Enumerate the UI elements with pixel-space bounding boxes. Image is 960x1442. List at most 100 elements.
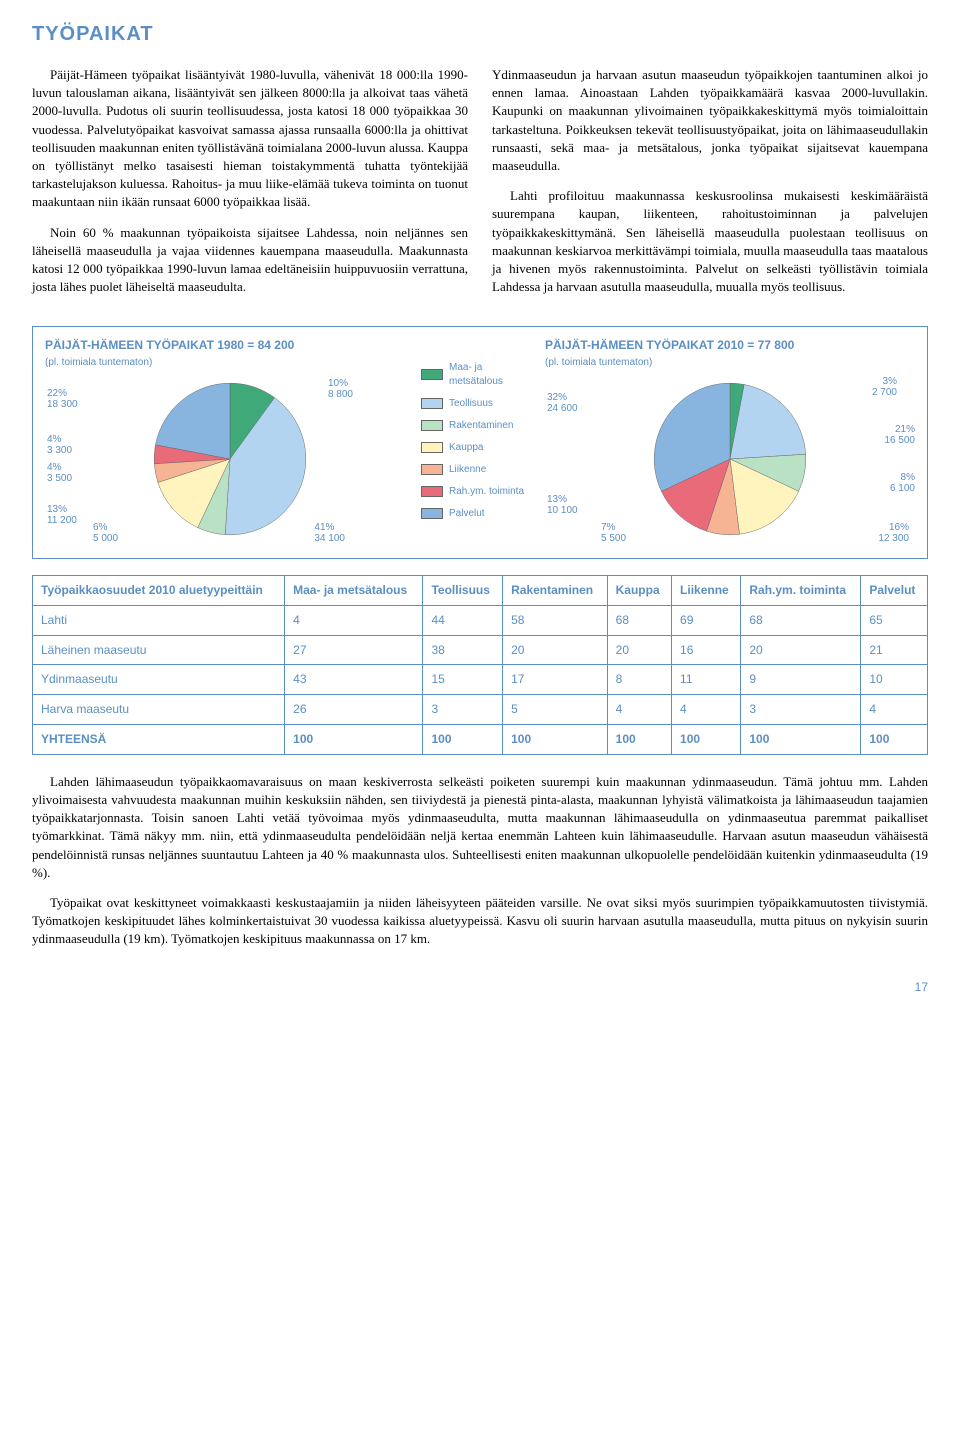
table-cell: 17 [503,665,608,695]
slice-label: 13% [47,504,67,515]
table-cell: 100 [503,725,608,755]
chart-subtitle: (pl. toimiala tuntematon) [545,356,915,370]
legend-item: Liikenne [421,463,539,477]
legend-swatch [421,486,443,497]
legend-label: Palvelut [449,507,485,521]
table-cell: 100 [607,725,671,755]
data-table: Työpaikkaosuudet 2010 aluetyypeittäin Ma… [32,575,928,755]
table-col-header: Rah.ym. toiminta [741,576,861,606]
legend-item: Maa- ja metsätalous [421,361,539,389]
legend-label: Liikenne [449,463,486,477]
table-row-header: Lahti [33,605,285,635]
slice-value: 16 500 [884,435,915,446]
table-total-label: YHTEENSÄ [33,725,285,755]
slice-label: 3% [883,376,897,387]
body-col-left: Päijät-Hämeen työpaikat lisääntyivät 198… [32,66,468,308]
slice-label: 4% [47,462,61,473]
legend-swatch [421,369,443,380]
body-para: Noin 60 % maakunnan työpaikoista sijaits… [32,224,468,297]
slice-label: 6% [93,522,107,533]
body-para: Päijät-Hämeen työpaikat lisääntyivät 198… [32,66,468,212]
table-col-header: Palvelut [861,576,928,606]
slice-value: 5 000 [93,533,118,544]
table-cell: 3 [741,695,861,725]
slice-value: 3 300 [47,445,72,456]
slice-value: 2 700 [872,387,897,398]
table-cell: 8 [607,665,671,695]
table-header-row: Työpaikkaosuudet 2010 aluetyypeittäin Ma… [33,576,928,606]
table-cell: 100 [423,725,503,755]
table-cell: 21 [861,635,928,665]
table-col-header: Rakentaminen [503,576,608,606]
table-cell: 100 [672,725,741,755]
legend-label: Rah.ym. toiminta [449,485,524,499]
table-cell: 16 [672,635,741,665]
slice-label: 13% [547,494,567,505]
body-columns: Päijät-Hämeen työpaikat lisääntyivät 198… [32,66,928,308]
table-cell: 26 [285,695,423,725]
legend-swatch [421,398,443,409]
table-cell: 9 [741,665,861,695]
pie-chart-1980: PÄIJÄT-HÄMEEN TYÖPAIKAT 1980 = 84 200 (p… [45,337,415,544]
slice-value: 3 500 [47,473,72,484]
slice-value: 24 600 [547,403,578,414]
table-cell: 58 [503,605,608,635]
slice-label: 21% [895,424,915,435]
table-cell: 5 [503,695,608,725]
slice-value: 5 500 [601,533,626,544]
legend-swatch [421,508,443,519]
table-col-header: Maa- ja metsätalous [285,576,423,606]
table-cell: 100 [861,725,928,755]
legend-label: Kauppa [449,441,483,455]
slice-value: 12 300 [878,533,909,544]
slice-value: 11 200 [47,515,77,526]
table-cell: 4 [672,695,741,725]
footer-para: Työpaikat ovat keskittyneet voimakkaasti… [32,894,928,949]
pie-chart-2010: PÄIJÄT-HÄMEEN TYÖPAIKAT 2010 = 77 800 (p… [545,337,915,544]
body-para: Ydinmaaseudun ja harvaan asutun maaseudu… [492,66,928,175]
table-cell: 100 [285,725,423,755]
legend-label: Rakentaminen [449,419,513,433]
table-row: Ydinmaaseutu431517811910 [33,665,928,695]
table-cell: 4 [285,605,423,635]
table-cell: 27 [285,635,423,665]
table-cell: 20 [503,635,608,665]
table-cell: 4 [861,695,928,725]
chart-subtitle: (pl. toimiala tuntematon) [45,356,415,370]
page-title: TYÖPAIKAT [32,20,928,48]
legend-item: Rakentaminen [421,419,539,433]
table-corner-header: Työpaikkaosuudet 2010 aluetyypeittäin [33,576,285,606]
table-cell: 20 [607,635,671,665]
slice-label: 4% [47,434,61,445]
body-para: Lahti profiloituu maakunnassa keskusrool… [492,187,928,296]
table-cell: 15 [423,665,503,695]
table-cell: 69 [672,605,741,635]
table-col-header: Kauppa [607,576,671,606]
slice-value: 6 100 [890,483,915,494]
legend-label: Maa- ja metsätalous [449,361,539,389]
legend-swatch [421,442,443,453]
table-cell: 4 [607,695,671,725]
table-row-header: Harva maaseutu [33,695,285,725]
slice-label: 41% [314,522,334,533]
pie-2010 [651,380,809,538]
table-cell: 100 [741,725,861,755]
table-row-header: Ydinmaaseutu [33,665,285,695]
table-row: Harva maaseutu26354434 [33,695,928,725]
slice-label: 32% [547,392,567,403]
table-cell: 65 [861,605,928,635]
legend-label: Teollisuus [449,397,493,411]
table-total-row: YHTEENSÄ100100100100100100100 [33,725,928,755]
legend-item: Kauppa [421,441,539,455]
table-cell: 3 [423,695,503,725]
table-cell: 44 [423,605,503,635]
chart-title: PÄIJÄT-HÄMEEN TYÖPAIKAT 2010 = 77 800 [545,337,915,354]
charts-panel: PÄIJÄT-HÄMEEN TYÖPAIKAT 1980 = 84 200 (p… [32,326,928,559]
table-cell: 68 [607,605,671,635]
table-col-header: Teollisuus [423,576,503,606]
footer-para: Lahden lähimaaseudun työpaikkaomavaraisu… [32,773,928,882]
table-col-header: Liikenne [672,576,741,606]
slice-value: 10 100 [547,505,578,516]
table-row-header: Läheinen maaseutu [33,635,285,665]
legend-item: Teollisuus [421,397,539,411]
